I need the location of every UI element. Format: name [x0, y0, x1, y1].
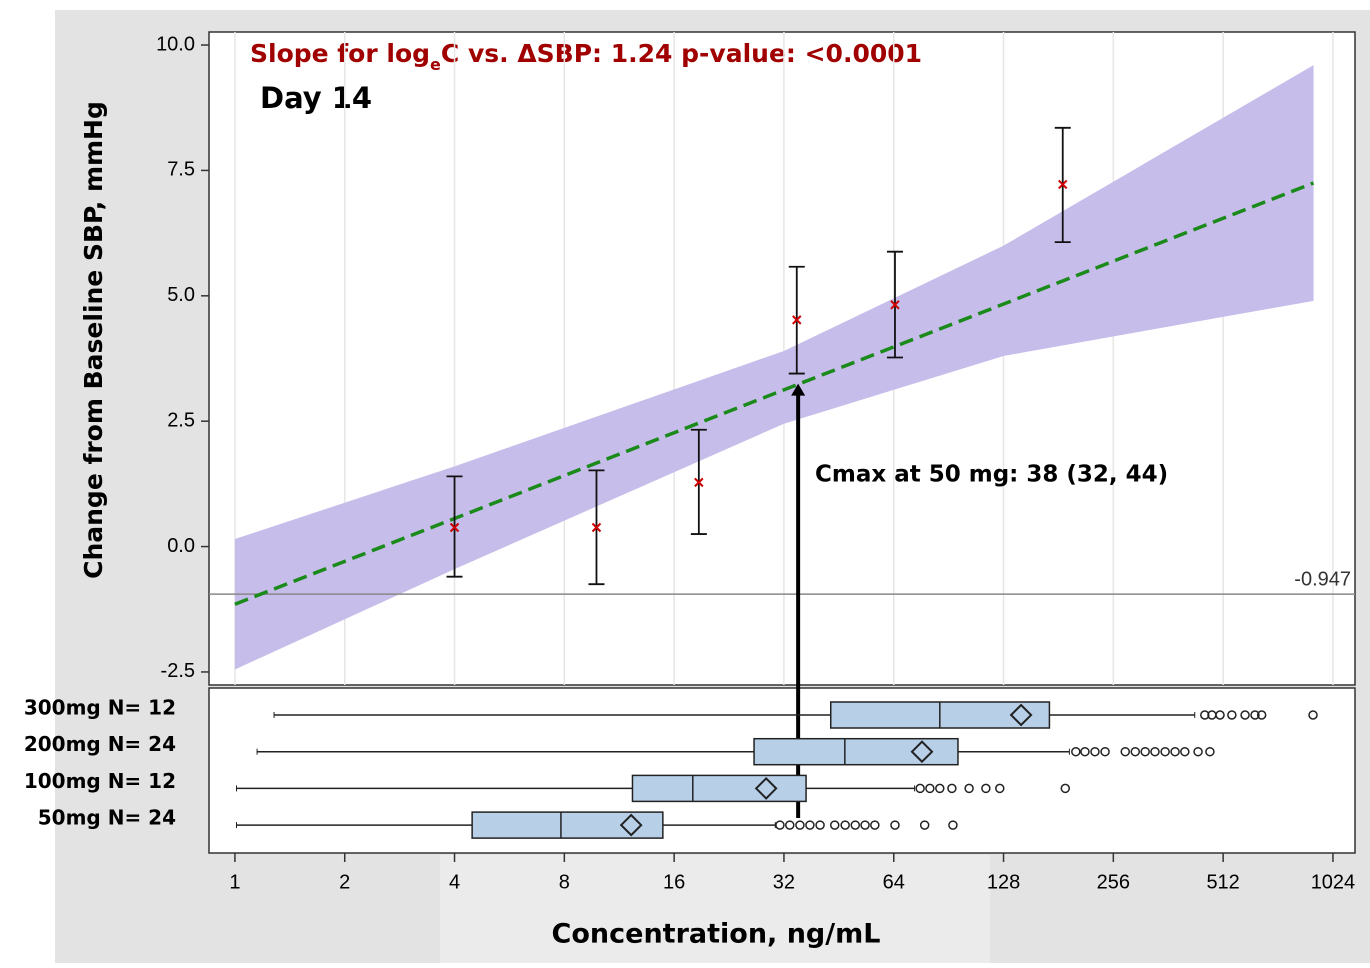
outlier [805, 820, 815, 830]
outlier [1060, 783, 1071, 794]
annotation: Cmax at 50 mg: 38 (32, 44) [815, 462, 1168, 488]
category-label: 100mg N= 12 [24, 769, 176, 793]
point [890, 300, 900, 310]
outlier [785, 820, 795, 830]
y-tick-label: 0.0 [167, 535, 195, 557]
outlier [829, 820, 840, 830]
point [1058, 179, 1068, 190]
y-tick-label: 10.0 [156, 33, 195, 55]
subtitle: Day 14 [260, 81, 372, 115]
outlier [1071, 746, 1081, 757]
outlier [995, 783, 1005, 794]
confidence-band [234, 65, 1314, 670]
y-axis-label: Change from Baseline SBP, mmHg [79, 101, 108, 579]
mean-marker [1009, 703, 1033, 727]
outlier [870, 820, 880, 830]
outlier [981, 783, 991, 794]
outlier [1080, 746, 1090, 757]
outlier [1256, 710, 1267, 720]
outlier [1140, 746, 1150, 757]
box [753, 737, 959, 766]
x-tick-label: 32 [773, 871, 795, 893]
outlier [1250, 710, 1260, 720]
x-tick-label: 1024 [1311, 871, 1356, 893]
x-tick-label: 8 [559, 871, 570, 893]
box [471, 811, 664, 839]
x-tick-label: 2 [339, 871, 350, 893]
outlier [1227, 710, 1237, 720]
outlier [1100, 746, 1110, 757]
outlier [935, 783, 945, 794]
outlier [948, 820, 958, 830]
x-tick-label: 512 [1206, 871, 1239, 893]
category-label: 300mg N= 12 [24, 696, 176, 720]
x-tick-label: 64 [883, 871, 905, 893]
arrow-head [791, 383, 806, 396]
point [591, 522, 602, 533]
outlier [1150, 746, 1160, 757]
outlier [1130, 746, 1141, 757]
mean-marker [619, 813, 643, 837]
category-label: 200mg N= 24 [24, 732, 176, 756]
outlier [1090, 746, 1100, 757]
outlier [775, 820, 785, 830]
point [694, 477, 704, 488]
outlier [1180, 746, 1190, 757]
background [440, 855, 990, 963]
x-tick-label: 4 [449, 871, 460, 893]
y-tick-label: -2.5 [161, 660, 195, 682]
fit-line [234, 181, 1315, 606]
outlier [1205, 746, 1215, 757]
outlier [1193, 746, 1203, 757]
outlier [840, 820, 850, 830]
y-tick-label: 2.5 [167, 409, 195, 431]
outlier [860, 820, 870, 830]
outlier [915, 783, 925, 794]
outlier [795, 820, 805, 830]
outlier [890, 820, 900, 830]
reference-label: -0.947 [1294, 568, 1351, 590]
chart-title: Slope for logeC vs. ΔSBP: 1.24 p-value: … [250, 39, 922, 74]
x-tick-label: 256 [1097, 871, 1130, 893]
outlier [925, 783, 935, 794]
category-label: 50mg N= 24 [38, 806, 176, 830]
x-axis-label: Concentration, ng/mL [552, 919, 881, 950]
mean-marker [910, 740, 934, 764]
x-tick-label: 1 [229, 871, 240, 893]
y-tick-label: 7.5 [167, 159, 195, 181]
x-tick-label: 128 [987, 871, 1020, 893]
outlier [1215, 710, 1225, 720]
mean-marker [754, 776, 778, 800]
point [449, 522, 460, 533]
outlier [1160, 746, 1170, 757]
outlier [1170, 746, 1180, 757]
outlier [919, 820, 930, 830]
point [792, 315, 802, 325]
outlier [1240, 710, 1250, 720]
outlier [964, 783, 974, 794]
outlier [815, 820, 825, 830]
outlier [1308, 710, 1318, 720]
x-tick-label: 16 [663, 871, 685, 893]
outlier [1120, 746, 1131, 757]
box [631, 774, 807, 803]
outlier [1200, 710, 1210, 720]
y-tick-label: 5.0 [167, 284, 195, 306]
outlier [947, 783, 957, 794]
outlier [850, 820, 861, 830]
